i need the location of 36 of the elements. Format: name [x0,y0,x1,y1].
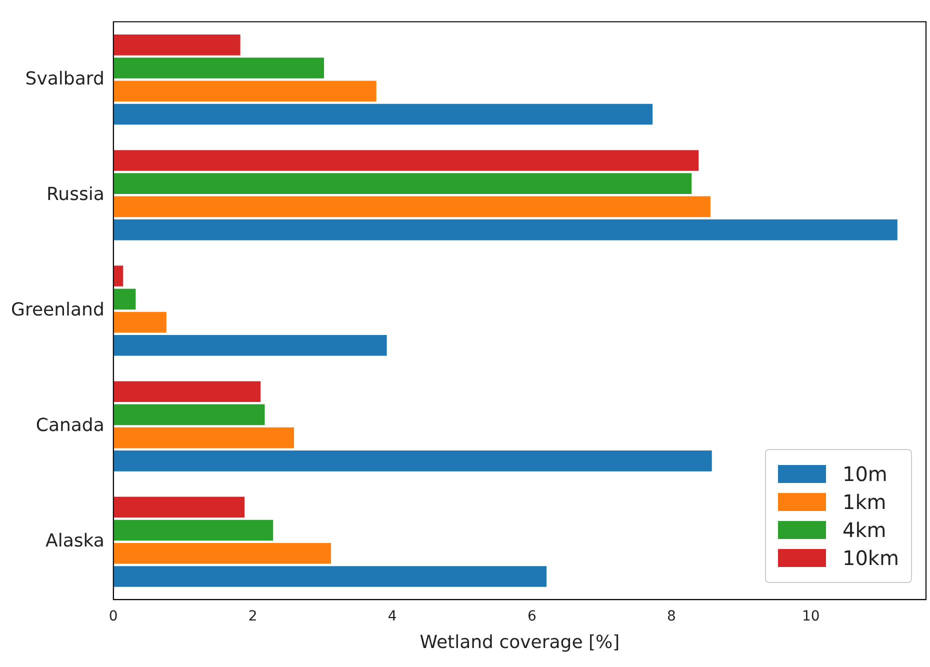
y-tick-label: Alaska [46,530,104,552]
y-tick-label: Svalbard [25,68,104,90]
bar [113,196,710,218]
bar [113,381,261,402]
legend-label: 10km [842,546,899,570]
x-tick-label: 10 [802,608,820,625]
x-tick-label: 8 [666,608,676,625]
bar [113,173,692,194]
bar [113,104,653,125]
bar [113,542,332,564]
bar [113,450,712,472]
bar [113,266,124,286]
bar [113,427,294,448]
bar [113,334,387,356]
x-tick-label: 4 [388,608,397,625]
bar [113,80,376,102]
x-tick-label: 0 [108,608,118,625]
y-tick-label: Greenland [11,299,104,320]
bar [113,404,265,426]
bar [113,496,245,518]
bar [113,34,240,56]
x-axis-title: Wetland coverage [%] [420,632,620,653]
x-tick-label: 6 [527,608,536,625]
legend-label: 1km [842,490,886,514]
bar [113,566,547,587]
legend-label: 10m [842,462,888,486]
bar [113,150,699,171]
bar [113,312,166,333]
legend-label: 4km [842,518,886,542]
bar [113,58,324,78]
x-tick-label: 2 [248,608,258,625]
bar [113,520,274,541]
y-tick-label: Russia [46,184,104,205]
bar [113,288,136,310]
y-tick-label: Canada [36,414,104,436]
bar [113,219,898,240]
